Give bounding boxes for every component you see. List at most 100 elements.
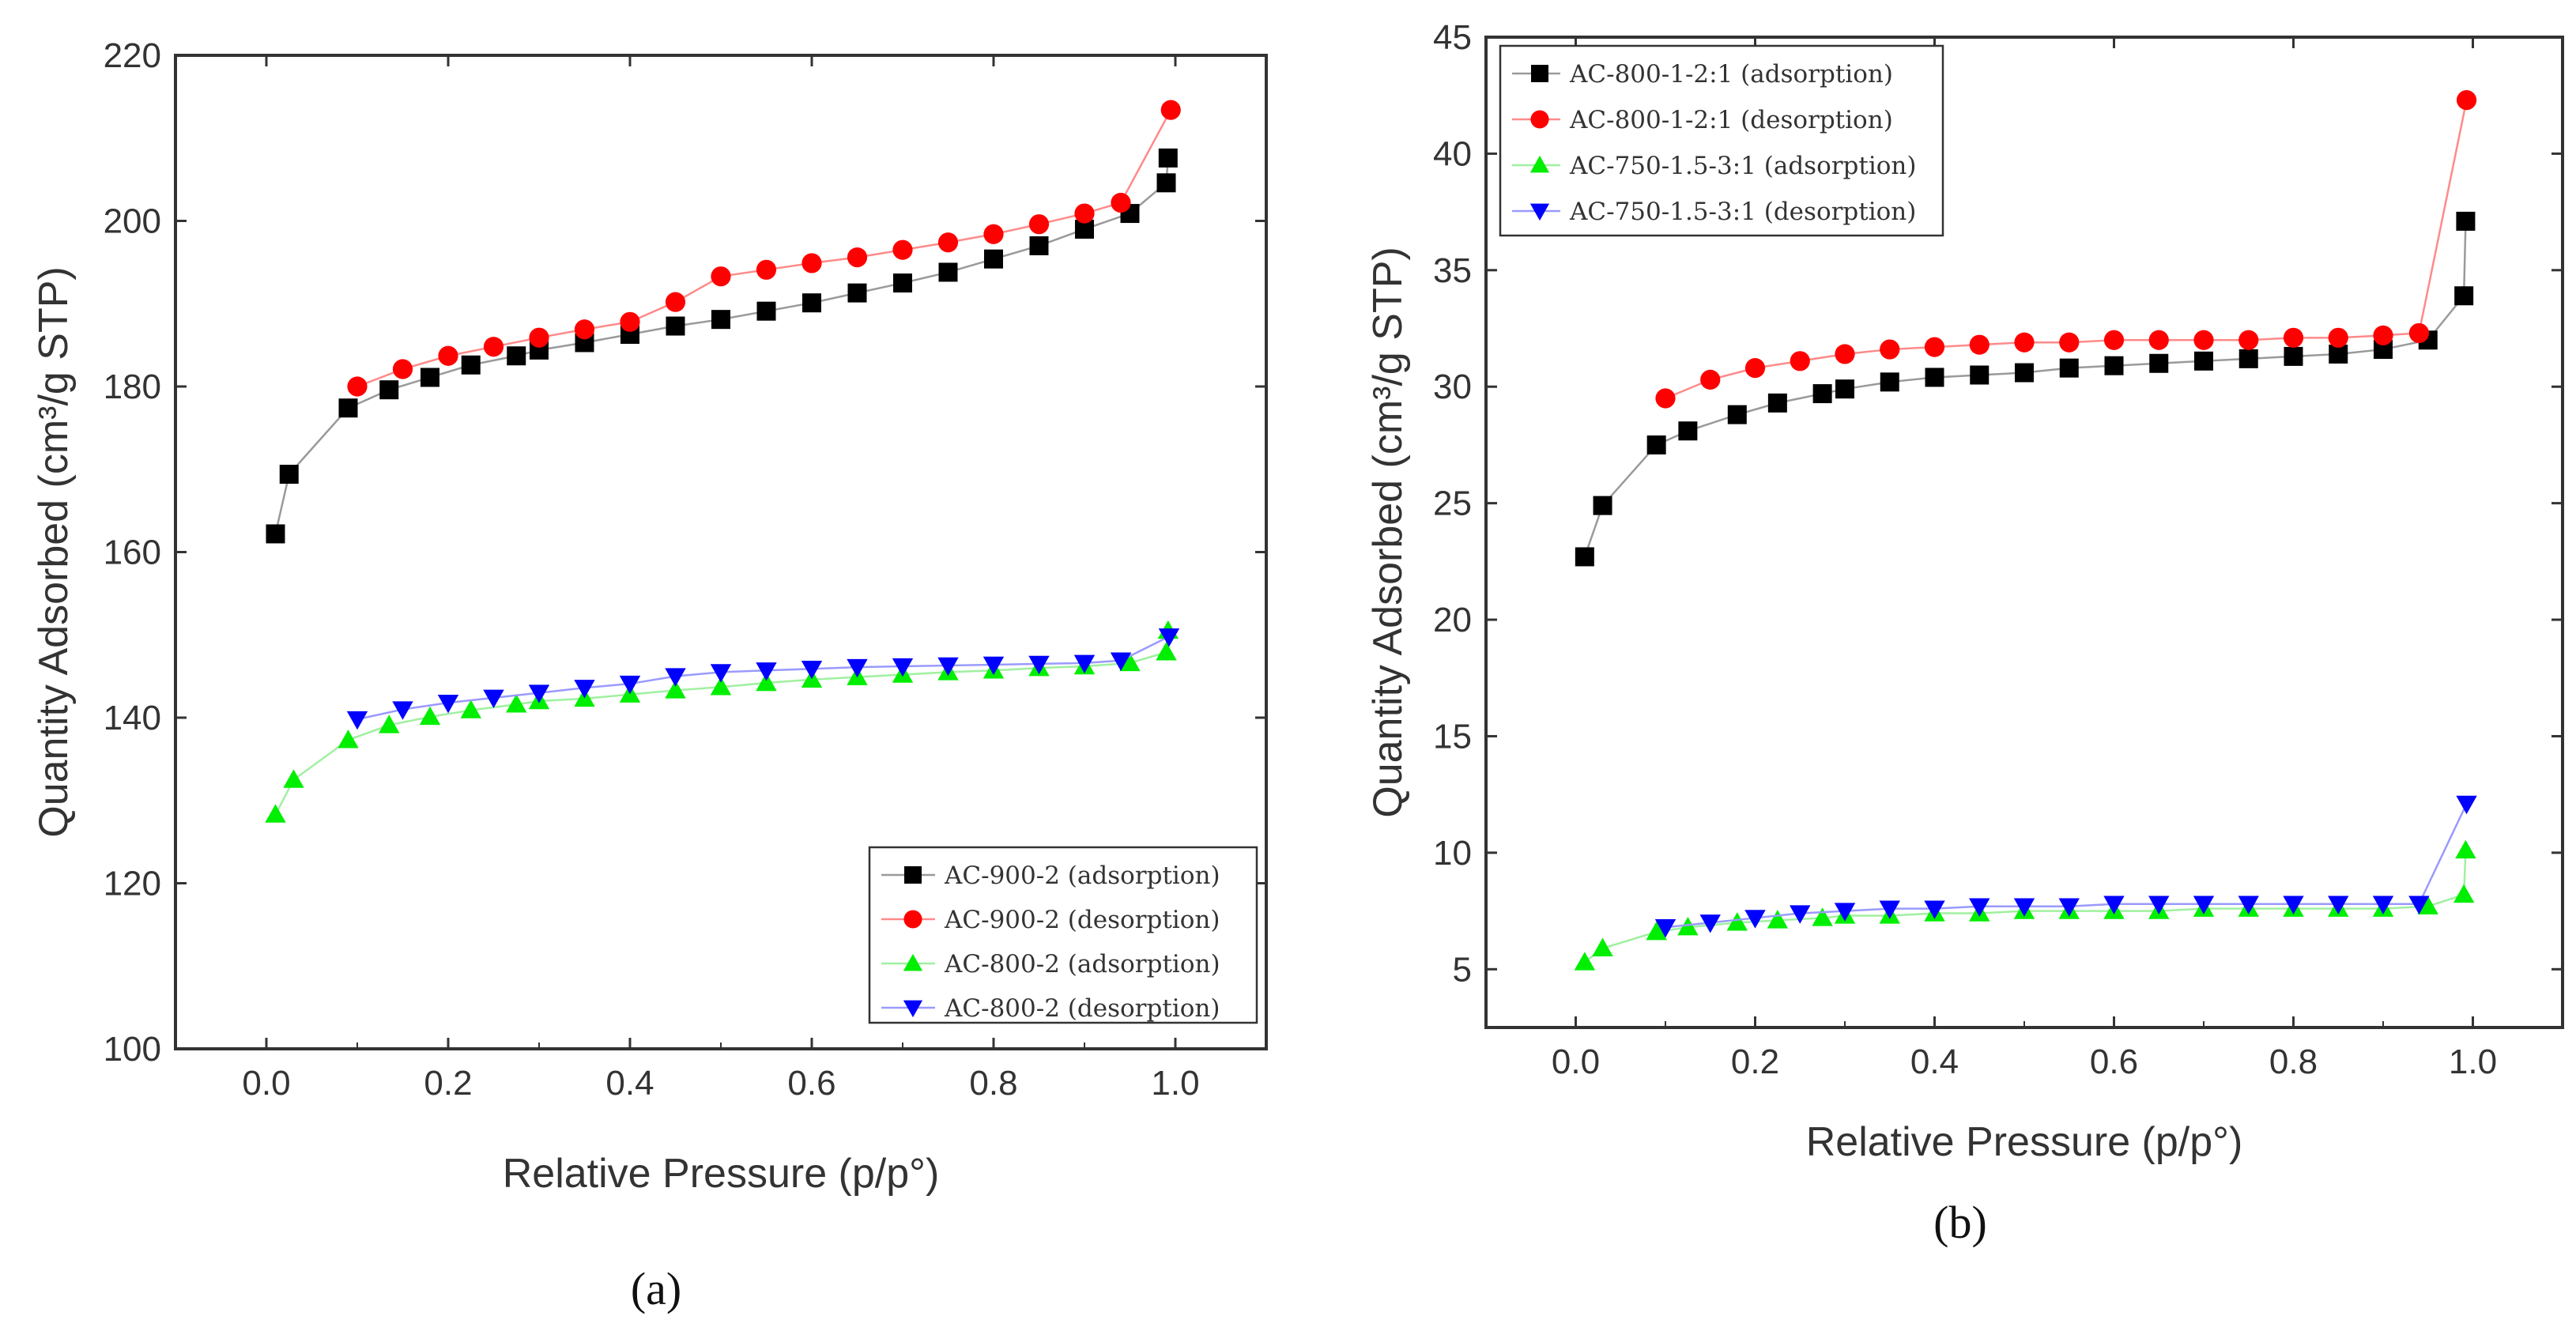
- data-point: [2193, 330, 2214, 350]
- legend-entry: AC-800-1-2:1 (adsorption): [1569, 60, 1893, 89]
- data-point: [1879, 900, 1900, 919]
- legend-entry: AC-750-1.5-3:1 (desorption): [1569, 198, 1916, 226]
- x-tick-label: 0.4: [1910, 1043, 1959, 1081]
- data-point: [756, 662, 777, 681]
- x-tick-label: 0.8: [969, 1064, 1017, 1103]
- data-point: [338, 730, 359, 748]
- data-point: [1925, 368, 1944, 387]
- data-point: [665, 680, 686, 699]
- legend-marker: [1529, 203, 1550, 221]
- data-point: [2408, 896, 2430, 914]
- data-point: [1677, 917, 1699, 936]
- data-point: [1699, 914, 1721, 933]
- data-point: [1028, 655, 1050, 675]
- data-point: [2417, 896, 2438, 914]
- y-tick-label: 220: [104, 36, 161, 75]
- y-tick-label: 15: [1433, 717, 1472, 756]
- y-tick-label: 30: [1433, 368, 1472, 406]
- data-point: [1790, 905, 1811, 924]
- data-point: [756, 259, 777, 280]
- data-point: [2238, 330, 2259, 350]
- data-point: [665, 292, 686, 312]
- data-point: [574, 319, 595, 340]
- data-point: [2408, 322, 2429, 344]
- x-tick-label: 0.6: [2090, 1043, 2138, 1081]
- data-point: [2453, 884, 2475, 903]
- series-line: [356, 635, 1170, 721]
- data-point: [1744, 358, 1766, 379]
- data-point: [983, 224, 1004, 244]
- legend: AC-800-1-2:1 (adsorption) AC-800-1-2:1 (d…: [1499, 44, 1944, 237]
- data-point: [938, 262, 958, 282]
- data-point: [1073, 654, 1096, 674]
- data-point: [1880, 372, 1899, 392]
- data-point: [1592, 937, 1613, 956]
- data-point: [1727, 405, 1747, 424]
- data-point: [937, 232, 959, 253]
- data-point: [379, 380, 399, 400]
- data-point: [2455, 839, 2476, 859]
- data-point: [1575, 547, 1594, 567]
- data-point: [2058, 898, 2080, 917]
- data-point: [1593, 496, 1612, 515]
- y-tick-label: 140: [104, 699, 161, 737]
- data-point: [847, 283, 867, 303]
- y-tick-label: 35: [1433, 251, 1472, 290]
- data-point: [665, 668, 686, 687]
- data-point: [1678, 421, 1698, 441]
- series-4: [346, 628, 1180, 730]
- y-axis-label: Quantity Adsorbed (cm³/g STP): [31, 266, 77, 838]
- data-point: [2059, 358, 2079, 378]
- data-point: [1119, 652, 1141, 672]
- data-point: [437, 694, 459, 714]
- legend-entry: AC-900-2 (adsorption): [944, 862, 1220, 890]
- data-point: [1767, 910, 1789, 929]
- legend-marker: [1531, 65, 1548, 82]
- data-point: [847, 247, 868, 268]
- y-axis-label: Quantity Adsorbed (cm³/g STP): [1365, 247, 1411, 818]
- x-tick-label: 1.0: [2449, 1043, 2497, 1081]
- data-point: [2284, 346, 2303, 366]
- data-point: [756, 672, 777, 692]
- data-point: [2373, 325, 2393, 345]
- data-point: [2456, 211, 2476, 231]
- data-point: [2148, 896, 2170, 914]
- data-point: [1156, 173, 1176, 193]
- data-point: [1074, 203, 1095, 224]
- data-point: [1969, 334, 1990, 355]
- data-point: [1924, 337, 1945, 357]
- data-point: [1574, 952, 1596, 971]
- y-tick-label: 20: [1433, 601, 1472, 639]
- data-point: [1726, 912, 1748, 931]
- y-tick-label: 10: [1433, 834, 1472, 873]
- data-point: [937, 657, 959, 677]
- data-point: [1646, 435, 1666, 454]
- data-point: [2456, 795, 2477, 815]
- data-point: [2328, 327, 2348, 348]
- data-point: [983, 656, 1005, 676]
- legend-entry: AC-900-2 (desorption): [944, 906, 1220, 934]
- legend: AC-900-2 (adsorption) AC-900-2 (desorptio…: [868, 846, 1258, 1024]
- data-point: [2194, 351, 2213, 371]
- data-point: [1744, 910, 1766, 929]
- data-point: [1111, 192, 1131, 213]
- data-point: [2372, 896, 2394, 914]
- data-point: [1160, 100, 1181, 120]
- data-point: [801, 660, 823, 680]
- series-1: [266, 148, 1178, 544]
- data-point: [1970, 365, 1990, 385]
- data-point: [346, 711, 368, 730]
- data-point: [338, 398, 358, 418]
- data-point: [1812, 907, 1833, 926]
- data-point: [460, 699, 481, 718]
- data-point: [892, 239, 913, 260]
- series-line: [1583, 221, 2467, 557]
- data-point: [2103, 896, 2125, 914]
- series-4: [1654, 795, 2477, 938]
- x-axis-label: Relative Pressure (p/p°): [503, 1151, 940, 1197]
- legend-entry: AC-800-2 (adsorption): [944, 950, 1220, 978]
- data-point: [2013, 898, 2035, 917]
- data-point: [1655, 388, 1676, 409]
- data-point: [421, 368, 439, 387]
- y-tick-label: 120: [104, 865, 161, 903]
